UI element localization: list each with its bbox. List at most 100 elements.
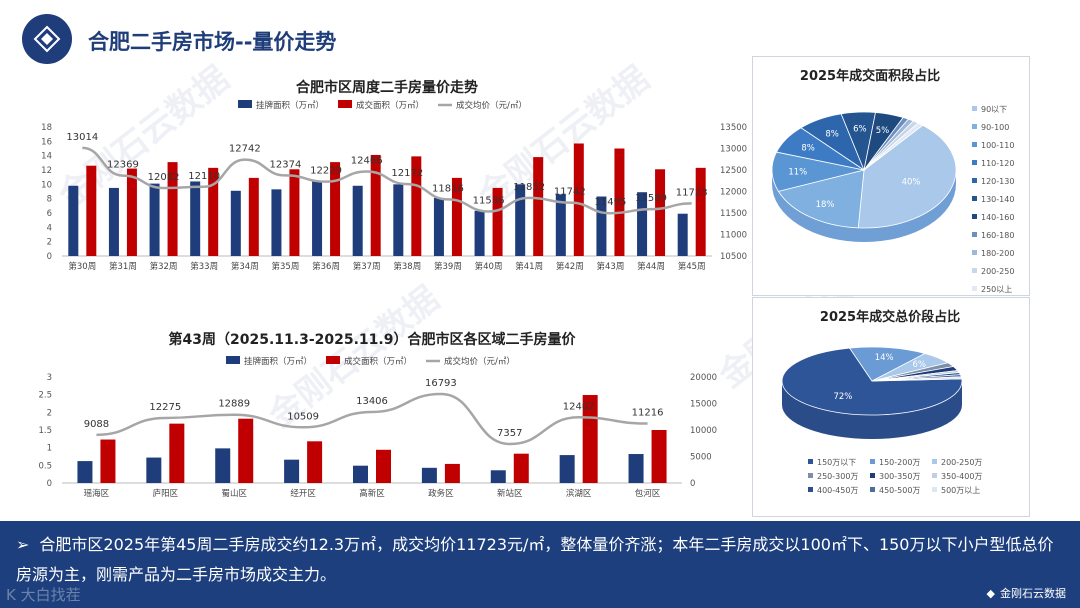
pie-legend-label: 160-180 [981, 231, 1014, 240]
pie-slice-label: 5% [876, 126, 890, 136]
price-data-label: 12369 [107, 160, 139, 171]
bar-listing [190, 181, 201, 256]
x-tick-label: 包河区 [635, 488, 661, 499]
pie-legend-label: 450-500万 [879, 486, 920, 495]
summary-bar [0, 521, 1080, 608]
bar-deal [376, 449, 391, 483]
x-tick-label: 第39周 [434, 261, 462, 272]
bar-listing [433, 197, 444, 256]
pie-slice [871, 376, 963, 382]
x-tick-label: 滨湖区 [566, 488, 592, 499]
bar-deal [370, 154, 381, 256]
bar-deal [451, 177, 462, 256]
x-tick-label: 蜀山区 [221, 488, 247, 499]
y-left-tick: 2 [47, 408, 52, 418]
y-left-tick: 0.5 [38, 461, 52, 471]
price-data-label: 12402 [563, 401, 595, 412]
legend-label: 成交均价（元/㎡） [444, 356, 515, 367]
y-left-tick: 0 [47, 252, 52, 262]
x-tick-label: 第44周 [637, 261, 665, 272]
pie-slice-label: 11% [788, 167, 807, 177]
bar-deal [167, 162, 178, 256]
bar-listing [284, 459, 300, 483]
pie-slice-label: 8% [825, 129, 839, 139]
diamond-icon: ◆ [986, 586, 995, 600]
price-data-label: 12110 [188, 171, 220, 182]
pie-legend-swatch [932, 473, 937, 478]
pie-slice [848, 346, 926, 382]
pie-legend-label: 350-400万 [941, 472, 982, 481]
price-data-label: 9088 [84, 419, 109, 430]
price-data-label: 16793 [425, 378, 457, 389]
legend-swatch [238, 100, 252, 108]
price-line [82, 146, 692, 215]
y-right-tick: 11500 [720, 209, 747, 219]
pie-legend-swatch [808, 487, 813, 492]
district-chart: 第43周（2025.11.3-2025.11.9）合肥市区各区域二手房量价挂牌面… [38, 331, 717, 499]
bar-deal [289, 169, 300, 256]
y-left-tick: 4 [47, 223, 52, 233]
x-tick-label: 瑶海区 [84, 488, 110, 499]
y-left-tick: 1.5 [38, 426, 52, 436]
bar-listing [596, 196, 607, 256]
bar-deal [695, 167, 706, 256]
bar-listing [215, 448, 231, 483]
price-data-label: 12229 [310, 166, 342, 177]
y-left-tick: 8 [47, 195, 52, 205]
price-data-label: 11742 [554, 187, 586, 198]
bar-listing [490, 470, 506, 483]
y-left-tick: 12 [41, 166, 52, 176]
bar-listing [559, 455, 575, 483]
pie-legend-label: 200-250 [981, 267, 1014, 276]
area-pie-chart: 2025年成交面积段占比 40% 18% 11% 8% 8% 6% 5% 90以下 90-100 1… [771, 68, 1014, 294]
pie-legend-label: 100-110 [981, 141, 1014, 150]
bar-listing [421, 467, 437, 483]
pie-legend-label: 500万以上 [941, 486, 980, 495]
pie-legend-swatch [808, 473, 813, 478]
x-tick-label: 庐阳区 [153, 488, 179, 499]
y-right-tick: 5000 [690, 453, 712, 463]
pie-title: 2025年成交面积段占比 [800, 68, 940, 84]
pie-legend-label: 250-300万 [817, 472, 858, 481]
pie-legend-label: 130-140 [981, 195, 1014, 204]
bar-deal [655, 169, 666, 256]
y-right-tick: 15000 [690, 400, 717, 410]
summary-text: 合肥市区2025年第45周二手房成交约12.3万㎡，成交均价11723元/㎡，整… [16, 535, 1054, 584]
pie-legend-swatch [932, 459, 937, 464]
pie-legend-swatch [972, 250, 977, 255]
pie-legend-swatch [972, 232, 977, 237]
pie-legend-label: 140-160 [981, 213, 1014, 222]
bar-deal [330, 162, 341, 256]
price-data-label: 11536 [473, 195, 505, 206]
price-data-label: 11216 [632, 408, 664, 419]
x-tick-label: 第40周 [475, 261, 503, 272]
legend-label: 挂牌面积（万㎡） [244, 356, 312, 367]
y-right-tick: 13000 [720, 145, 747, 155]
legend-swatch [226, 356, 240, 364]
bar-deal [573, 143, 584, 256]
bar-deal [238, 418, 254, 483]
pie-legend-label: 120-130 [981, 177, 1014, 186]
pie-legend-swatch [972, 124, 977, 129]
bar-listing [77, 461, 93, 483]
price-data-label: 12889 [218, 399, 250, 410]
bar-listing [149, 183, 160, 256]
pie-legend-swatch [870, 473, 875, 478]
pie-slice-label: 6% [912, 360, 926, 370]
pie-legend-label: 150万以下 [817, 458, 856, 467]
pie-legend-label: 250以上 [981, 285, 1012, 294]
bar-listing [628, 454, 644, 483]
x-tick-label: 第30周 [68, 261, 96, 272]
x-tick-label: 高新区 [359, 488, 385, 499]
price-pie-chart: 2025年成交总价段占比 72% 14% 6% 150万以下 150-200万 200-25… [781, 309, 982, 495]
pie-legend-swatch [870, 459, 875, 464]
pie-slice [863, 122, 924, 171]
pie-legend-swatch [870, 487, 875, 492]
bar-deal [307, 441, 323, 483]
price-data-label: 12374 [270, 159, 302, 170]
bar-deal [126, 168, 137, 256]
pie-legend-swatch [972, 142, 977, 147]
pie-legend-label: 200-250万 [941, 458, 982, 467]
price-data-label: 13406 [356, 396, 388, 407]
x-tick-label: 第43周 [597, 261, 625, 272]
